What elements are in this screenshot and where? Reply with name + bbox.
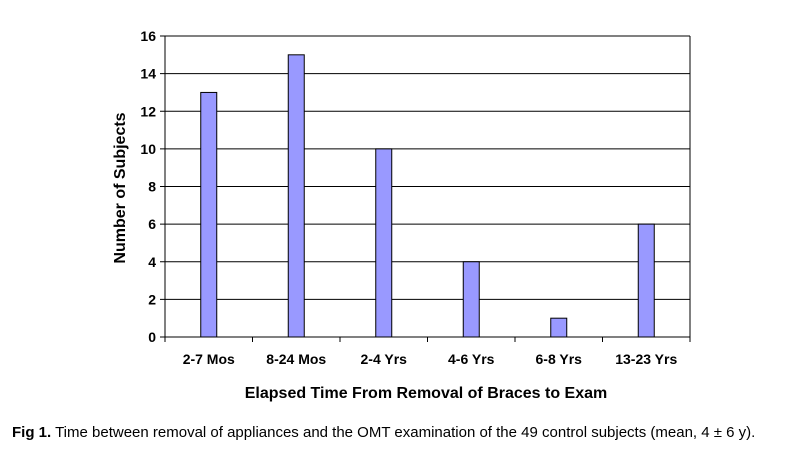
gridlines (165, 35, 690, 300)
x-axis-title: Elapsed Time From Removal of Braces to E… (245, 385, 608, 402)
x-tick-label-0: 2-7 Mos (183, 351, 235, 367)
x-tick-label-2: 2-4 Yrs (361, 351, 408, 367)
x-tick-label-3: 4-6 Yrs (448, 351, 495, 367)
bar-2-4-yrs (375, 148, 393, 338)
y-tick-label-4: 4 (148, 254, 156, 270)
y-tick-labels: 0 2 4 6 8 10 12 14 16 (140, 28, 156, 345)
x-tick-labels: 2-7 Mos 8-24 Mos 2-4 Yrs 4-6 Yrs 6-8 Yrs 13-2… (183, 351, 678, 367)
bars (200, 54, 655, 338)
y-tick-label-0: 0 (148, 329, 156, 345)
x-tick-label-4: 6-8 Yrs (536, 351, 583, 367)
y-tick-label-10: 10 (140, 141, 156, 157)
chart: 0 2 4 6 8 10 12 14 16 2-7 Mos 8-24 Mos 2-4 Yrs 4-6 … (112, 28, 691, 402)
x-tick-label-1: 8-24 Mos (266, 351, 326, 367)
figure-caption: Fig 1. Time between removal of appliance… (12, 423, 792, 442)
bar-8-24-mos (287, 54, 305, 338)
y-tick-label-8: 8 (148, 179, 156, 195)
x-tick-label-5: 13-23 Yrs (615, 351, 677, 367)
y-tick-label-14: 14 (140, 66, 156, 82)
bar-13-23-yrs (637, 223, 655, 338)
bar-4-6-yrs (462, 261, 480, 338)
bar-6-8-yrs (550, 317, 568, 338)
bar-2-7-mos (200, 91, 218, 338)
y-tick-label-16: 16 (140, 28, 156, 44)
y-tick-label-6: 6 (148, 216, 156, 232)
figure-caption-lead: Fig 1. (12, 424, 52, 441)
y-axis-title: Number of Subjects (112, 112, 129, 263)
figure-caption-text: Time between removal of appliances and t… (51, 424, 756, 441)
bar-chart: 0 2 4 6 8 10 12 14 16 2-7 Mos 8-24 Mos 2-4 Yrs 4-6 … (112, 28, 691, 402)
y-tick-label-12: 12 (140, 103, 156, 119)
y-tick-label-2: 2 (148, 291, 156, 307)
axes (160, 35, 691, 342)
